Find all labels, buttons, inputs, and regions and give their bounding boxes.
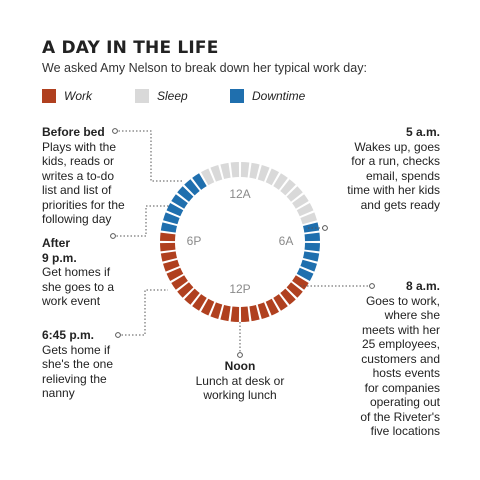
clock-segment-work-33: [163, 259, 180, 272]
clock-segment-work-19: [273, 294, 288, 311]
legend-item-work: Work: [42, 89, 92, 103]
annotation-noon-time: Noon: [224, 359, 256, 373]
annotation-8am-time: 8 a.m.: [405, 279, 440, 293]
annotation-after-9pm: After 9 p.m. Get homes if she goes to a …: [42, 236, 142, 309]
hour-label-6a: 6A: [279, 234, 294, 248]
clock-segment-sleep-2: [257, 165, 270, 182]
clock-segment-work-36: [160, 232, 176, 242]
clock-segments: [160, 162, 320, 322]
annotation-645pm-text: Gets home if she's the one relieving the…: [42, 342, 114, 401]
annotation-5am-time: 5 a.m.: [405, 125, 440, 139]
annotation-after-9pm-time-a: After: [42, 236, 71, 250]
clock-segment-sleep-3: [265, 168, 280, 186]
clock-segment-work-18: [280, 288, 296, 305]
clock-segment-sleep-45: [210, 165, 223, 182]
clock-segment-sleep-4: [273, 173, 288, 190]
legend-swatch-work: [42, 89, 56, 103]
clock-segment-sleep-9: [300, 212, 317, 225]
clock-segment-work-34: [160, 251, 177, 262]
clock-segment-sleep-1: [249, 162, 260, 179]
leader-dot-before-bed: [112, 128, 118, 134]
clock-segment-work-26: [210, 302, 223, 319]
leader-dot-8am: [369, 283, 375, 289]
clock-segment-downtime-15: [296, 267, 314, 282]
clock-segment-work-22: [249, 305, 260, 322]
annotation-before-bed-text: Plays with the kids, reads or writes a t…: [42, 139, 125, 227]
clock-segment-sleep-6: [286, 186, 303, 202]
legend-swatch-downtime: [230, 89, 244, 103]
clock-segment-downtime-13: [303, 251, 320, 262]
leader-before-bed: [115, 130, 182, 182]
clock-segment-sleep-47: [230, 162, 240, 178]
leader-after-9pm: [113, 205, 170, 237]
clock-segment-work-27: [200, 298, 215, 316]
clock-segment-sleep-7: [292, 194, 309, 209]
leader-dot-5am: [322, 225, 328, 231]
clock-segment-work-17: [286, 282, 303, 298]
clock-segment-work-29: [184, 288, 200, 305]
leader-dot-noon: [237, 352, 243, 358]
clock-segment-downtime-41: [177, 186, 194, 202]
clock-segment-work-21: [257, 302, 270, 319]
chart-title: A DAY IN THE LIFE: [42, 38, 219, 58]
leader-dot-after-9pm: [110, 233, 116, 239]
clock-segment-sleep-0: [240, 162, 250, 178]
clock-segment-work-23: [240, 306, 250, 322]
leader-lines: [113, 130, 372, 355]
annotation-8am-text: Goes to work, where she meets with her 2…: [360, 293, 440, 439]
clock-segment-sleep-44: [200, 168, 215, 186]
hour-label-6p: 6P: [187, 234, 202, 248]
annotation-5am-text: Wakes up, goes for a run, checks email, …: [347, 139, 440, 212]
leader-645pm: [118, 289, 168, 336]
clock-segment-downtime-39: [166, 202, 184, 217]
annotation-8am: 8 a.m. Goes to work, where she meets wit…: [320, 279, 440, 439]
clock-segment-work-30: [177, 282, 194, 298]
clock-segment-downtime-42: [184, 179, 200, 196]
clock-segment-work-32: [166, 267, 184, 282]
legend-label-downtime: Downtime: [252, 89, 306, 103]
clock-segment-downtime-40: [171, 194, 188, 209]
annotation-after-9pm-time-b: 9 p.m.: [42, 250, 77, 265]
clock-segment-work-28: [192, 294, 207, 311]
clock-segment-sleep-46: [220, 162, 231, 179]
legend-item-downtime: Downtime: [230, 89, 305, 103]
chart-subtitle: We asked Amy Nelson to break down her ty…: [42, 61, 367, 75]
hour-label-12p: 12P: [229, 282, 250, 296]
clock-segment-sleep-5: [280, 179, 296, 196]
annotation-5am: 5 a.m. Wakes up, goes for a run, checks …: [320, 125, 440, 212]
clock-segment-downtime-43: [192, 173, 207, 190]
clock-segment-downtime-11: [304, 232, 320, 242]
clock-segment-work-35: [160, 242, 176, 252]
clock-segment-work-24: [230, 306, 240, 322]
annotation-645pm-time: 6:45 p.m.: [42, 328, 95, 342]
clock-segment-downtime-10: [303, 222, 320, 233]
clock-segment-work-20: [265, 298, 280, 316]
clock-segment-work-31: [171, 275, 188, 290]
clock-segment-downtime-12: [304, 242, 320, 252]
clock-segment-work-25: [220, 305, 231, 322]
clock-segment-sleep-8: [296, 202, 314, 217]
annotation-noon: Noon Lunch at desk or working lunch: [180, 359, 300, 403]
annotation-after-9pm-text: Get homes if she goes to a work event: [42, 265, 115, 308]
hour-label-12a: 12A: [229, 187, 250, 201]
legend-swatch-sleep: [135, 89, 149, 103]
clock-segment-downtime-14: [300, 259, 317, 272]
clock-segment-downtime-38: [163, 212, 180, 225]
annotation-noon-text: Lunch at desk or working lunch: [195, 373, 285, 403]
annotation-before-bed-time: Before bed: [42, 125, 105, 139]
clock-segment-downtime-37: [160, 222, 177, 233]
annotation-before-bed: Before bed Plays with the kids, reads or…: [42, 125, 152, 227]
legend-label-work: Work: [64, 89, 92, 103]
leader-dot-645pm: [115, 332, 121, 338]
legend-item-sleep: Sleep: [135, 89, 188, 103]
annotation-645pm: 6:45 p.m. Gets home if she's the one rel…: [42, 328, 142, 401]
legend-label-sleep: Sleep: [157, 89, 188, 103]
